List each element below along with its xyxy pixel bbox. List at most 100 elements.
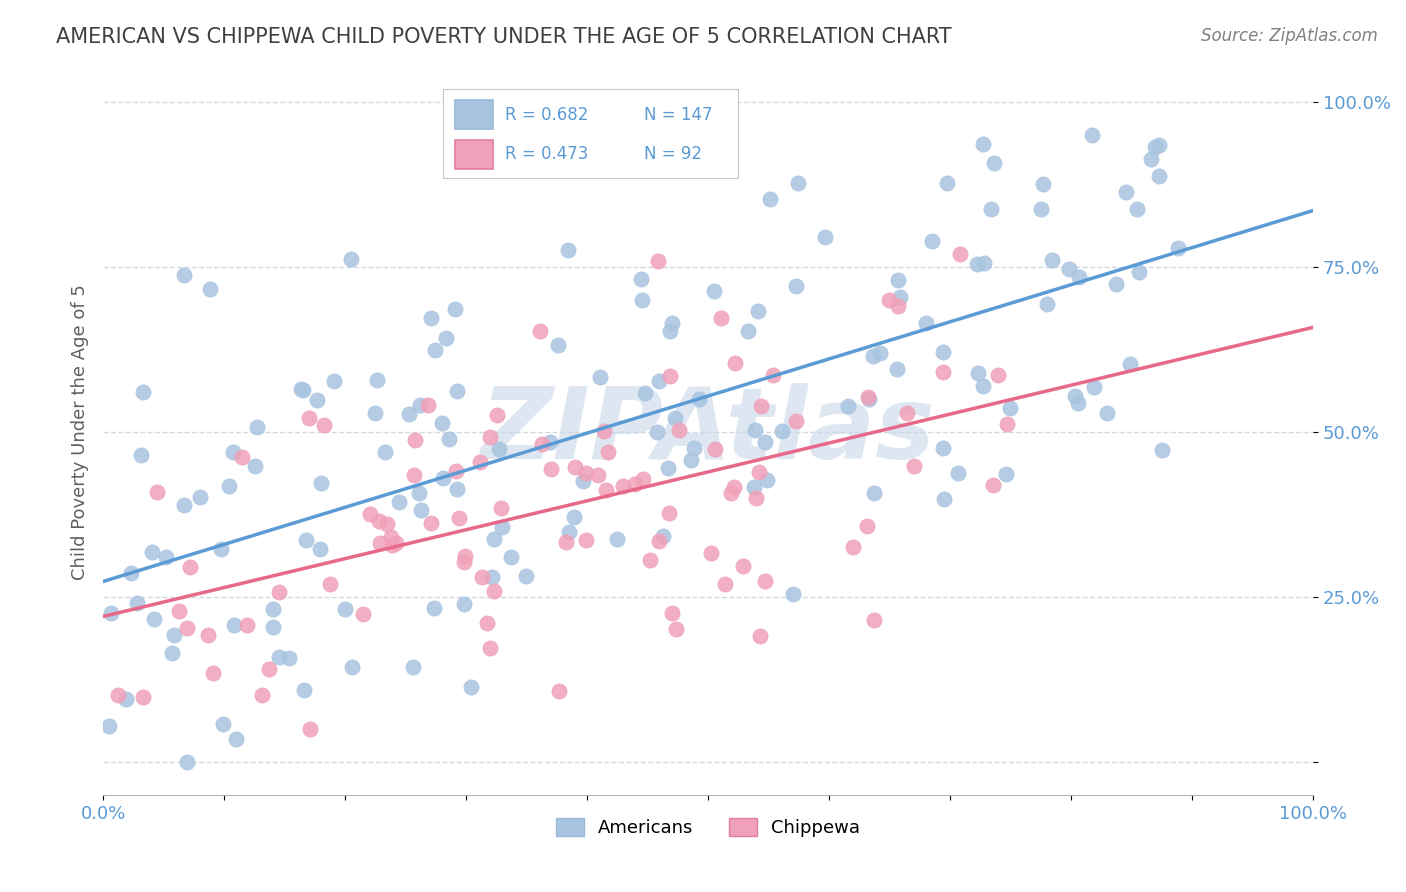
Point: [363, 406, 385, 420]
Point: [380, 530, 402, 544]
Point: [713, 577, 735, 591]
Point: [1040, 252, 1063, 267]
Point: [837, 400, 859, 414]
Point: [1032, 177, 1054, 191]
Point: [359, 507, 381, 521]
Point: [439, 432, 461, 446]
Point: [658, 324, 681, 338]
Point: [482, 583, 505, 598]
Point: [132, 384, 155, 399]
Point: [146, 485, 169, 500]
Point: [744, 423, 766, 437]
Point: [547, 684, 569, 698]
Point: [731, 558, 754, 573]
Point: [225, 731, 247, 746]
Point: [352, 607, 374, 622]
Point: [1105, 277, 1128, 292]
Point: [162, 647, 184, 661]
Point: [269, 585, 291, 599]
Point: [995, 417, 1018, 431]
Point: [1029, 202, 1052, 217]
Point: [257, 662, 280, 676]
Point: [564, 459, 586, 474]
Point: [1149, 169, 1171, 184]
Point: [1059, 261, 1081, 276]
Point: [236, 617, 259, 632]
Point: [949, 246, 972, 260]
Point: [842, 540, 865, 554]
Point: [488, 442, 510, 456]
Point: [141, 545, 163, 559]
Point: [475, 616, 498, 631]
Point: [291, 384, 314, 398]
Point: [1125, 202, 1147, 216]
Point: [299, 723, 322, 737]
Point: [1067, 270, 1090, 285]
Text: R = 0.473: R = 0.473: [505, 145, 588, 163]
Point: [262, 620, 284, 634]
Point: [948, 467, 970, 481]
Point: [645, 425, 668, 439]
Point: [404, 434, 426, 448]
Point: [176, 756, 198, 770]
Point: [631, 472, 654, 486]
Point: [744, 480, 766, 494]
Point: [1067, 395, 1090, 409]
Point: [747, 303, 769, 318]
Point: [323, 374, 346, 388]
Point: [710, 310, 733, 325]
Point: [423, 601, 446, 615]
Point: [432, 471, 454, 485]
Point: [197, 628, 219, 642]
Point: [782, 586, 804, 600]
Point: [212, 717, 235, 731]
Point: [886, 361, 908, 376]
Point: [668, 423, 690, 437]
Point: [538, 434, 561, 449]
Point: [218, 479, 240, 493]
Point: [749, 399, 772, 413]
Point: [592, 424, 614, 438]
Point: [499, 550, 522, 565]
Point: [420, 516, 443, 530]
Point: [98, 719, 121, 733]
Point: [754, 434, 776, 449]
Point: [388, 495, 411, 509]
Point: [598, 445, 620, 459]
Point: [562, 510, 585, 524]
Point: [547, 338, 569, 352]
Point: [314, 417, 336, 432]
Point: [745, 491, 768, 505]
Point: [453, 554, 475, 568]
Point: [703, 284, 725, 298]
Point: [972, 137, 994, 152]
Point: [887, 273, 910, 287]
Point: [529, 324, 551, 338]
Point: [342, 660, 364, 674]
Point: [416, 398, 439, 412]
Point: [167, 604, 190, 618]
Point: [419, 310, 441, 325]
Text: AMERICAN VS CHIPPEWA CHILD POVERTY UNDER THE AGE OF 5 CORRELATION CHART: AMERICAN VS CHIPPEWA CHILD POVERTY UNDER…: [56, 27, 952, 46]
Point: [374, 445, 396, 459]
Point: [889, 290, 911, 304]
Point: [277, 650, 299, 665]
Point: [737, 324, 759, 338]
Point: [785, 414, 807, 428]
Point: [869, 345, 891, 359]
Point: [368, 514, 391, 528]
Point: [222, 445, 245, 459]
Point: [720, 485, 742, 500]
Point: [290, 383, 312, 397]
Point: [814, 229, 837, 244]
Point: [589, 370, 612, 384]
Point: [863, 614, 886, 628]
FancyBboxPatch shape: [454, 140, 494, 169]
Point: [1115, 185, 1137, 199]
Point: [1143, 139, 1166, 153]
Point: [657, 460, 679, 475]
Point: [201, 666, 224, 681]
Point: [188, 490, 211, 504]
Point: [640, 552, 662, 566]
Point: [295, 533, 318, 548]
